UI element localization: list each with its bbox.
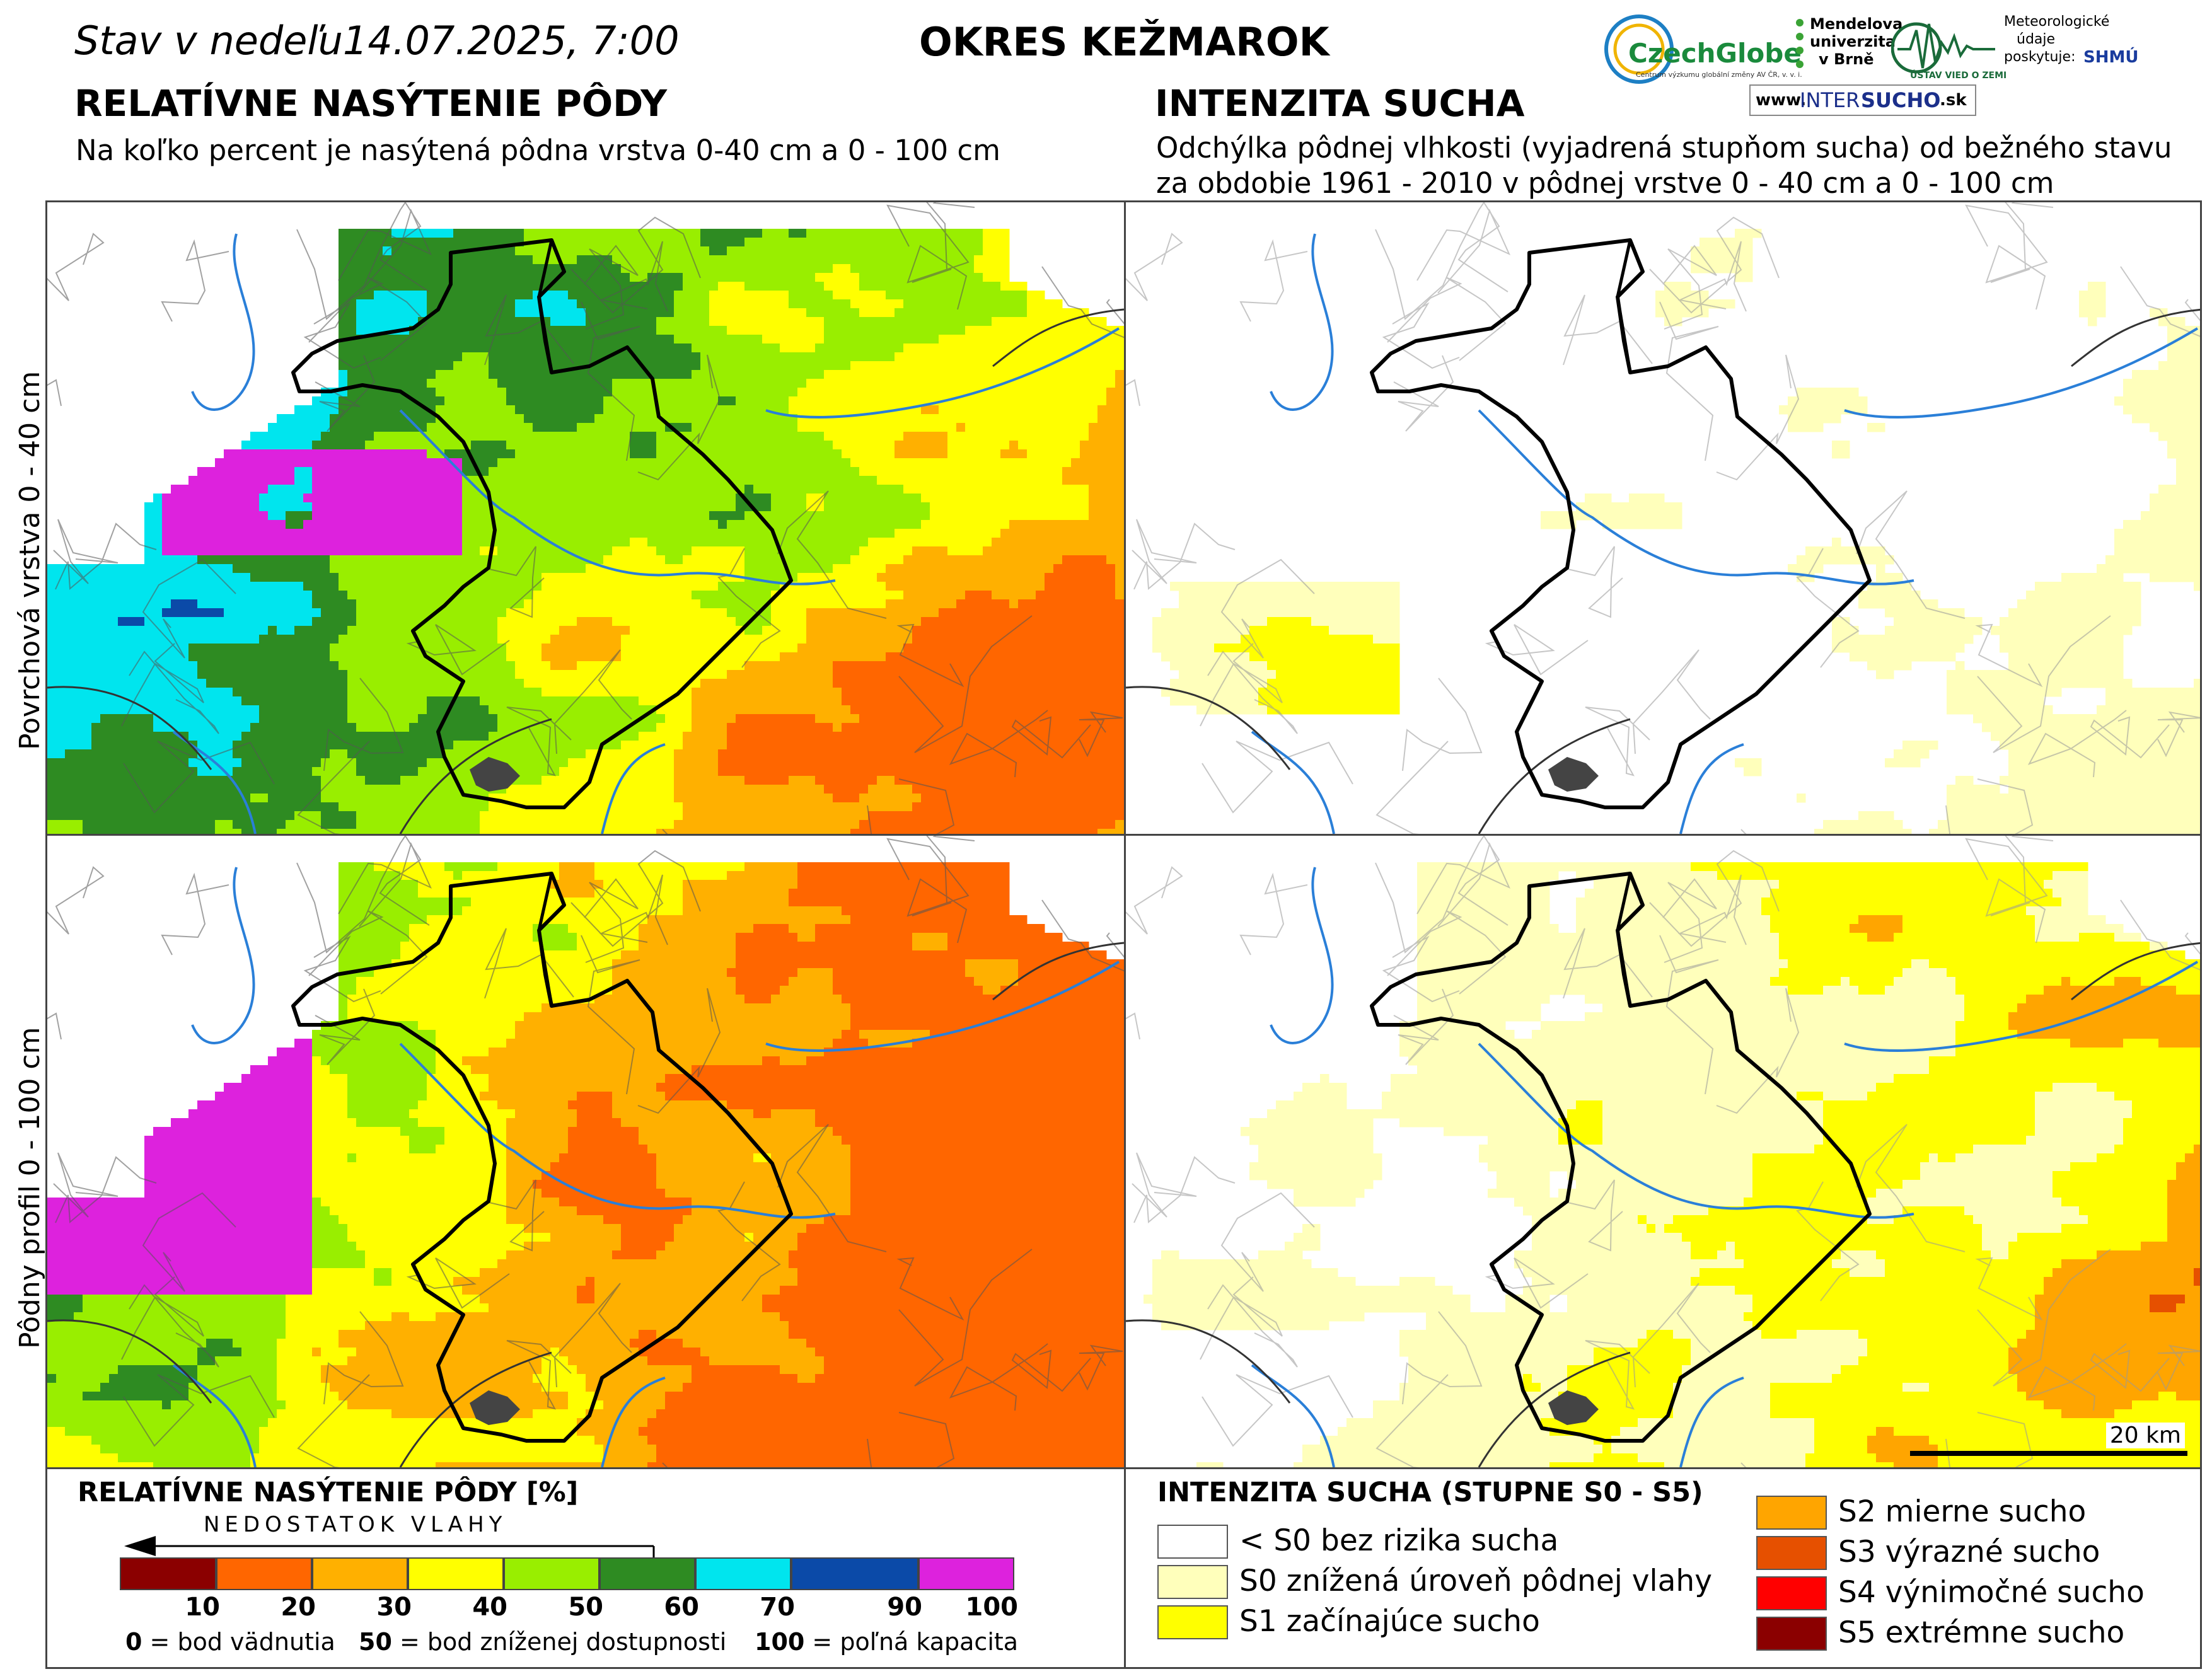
drought-class-label: S3 výrazné sucho — [1838, 1535, 2100, 1569]
row-label-top: Povrchová vrstva 0 - 40 cm — [14, 371, 46, 750]
drought-subtitle-line2: za obdobie 1961 - 2010 v pôdnej vrstve 0… — [1156, 165, 2054, 202]
saturation-subtitle: Na koľko percent je nasýtená pôdna vrstv… — [76, 132, 1000, 169]
saturation-scale-cell — [791, 1557, 918, 1590]
date-line: Stav v nedeľu14.07.2025, 7:00 — [74, 18, 680, 64]
saturation-tick-label: 60 — [664, 1593, 699, 1622]
saturation-legend-title: RELATÍVNE NASÝTENIE PÔDY [%] — [78, 1477, 578, 1508]
row-label-bottom: Pôdny profil 0 - 100 cm — [14, 1027, 46, 1349]
map-saturation-profile — [45, 834, 1126, 1469]
saturation-scale-cell — [120, 1557, 216, 1590]
partner-logos: CzechGlobe Centrum výzkumu globální změn… — [1604, 9, 2203, 116]
drought-swatch — [1756, 1576, 1827, 1610]
raster-map — [1126, 836, 2200, 1467]
saturation-legend: RELATÍVNE NASÝTENIE PÔDY [%] NEDOSTATOK … — [45, 1467, 1126, 1669]
drought-swatch — [1157, 1565, 1228, 1599]
legend-note-capacity: 100 = poľná kapacita — [755, 1628, 1018, 1656]
saturation-tick-label: 100 — [966, 1593, 1019, 1622]
saturation-scale-cell — [216, 1557, 312, 1590]
drought-class-label: S4 výnimočné sucho — [1838, 1575, 2145, 1610]
drought-swatch — [1157, 1525, 1228, 1559]
saturation-tick-label: 20 — [281, 1593, 316, 1622]
saturation-scale-cell — [695, 1557, 791, 1590]
drought-swatch — [1157, 1605, 1228, 1639]
drought-title: INTENZITA SUCHA — [1155, 82, 1525, 125]
drought-class-label: S0 znížená úroveň pôdnej vlahy — [1239, 1564, 1712, 1598]
raster-map — [47, 202, 1124, 834]
saturation-tick-label: 10 — [185, 1593, 220, 1622]
drought-class-label: < S0 bez rizika sucha — [1239, 1523, 1558, 1558]
deficit-label: NEDOSTATOK VLAHY — [204, 1512, 507, 1537]
scale-bar: 20 km — [1910, 1421, 2187, 1458]
drought-class-label: S2 mierne sucho — [1838, 1494, 2086, 1529]
legend-note-wilting: 0 = bod vädnutia — [125, 1628, 335, 1656]
legend-note-reduced: 50 = bod zníženej dostupnosti — [359, 1628, 726, 1656]
saturation-tick-label: 90 — [887, 1593, 922, 1622]
czechglobe-logo: CzechGlobe Centrum výzkumu globální změn… — [1604, 13, 1802, 88]
drought-subtitle-line1: Odchýlka pôdnej vlhkosti (vyjadrená stup… — [1156, 130, 2172, 166]
raster-map — [1126, 202, 2200, 834]
drought-swatch — [1756, 1496, 1827, 1530]
saturation-scale-cell — [408, 1557, 504, 1590]
mendel-university-logo: Mendelova univerzita v Brně — [1793, 14, 1902, 89]
drought-swatch — [1756, 1617, 1827, 1651]
saturation-tick-label: 40 — [472, 1593, 507, 1622]
drought-swatch — [1756, 1536, 1827, 1570]
saturation-scale-cell — [504, 1557, 599, 1590]
saturation-scale-cell — [918, 1557, 1014, 1590]
intersucho-logo: www. INTER SUCHO .sk — [1749, 84, 1976, 116]
drought-class-label: S1 začínajúce sucho — [1239, 1604, 1540, 1639]
district-title: OKRES KEŽMAROK — [919, 19, 1329, 65]
map-saturation-topsoil — [45, 200, 1126, 836]
saturation-tick-label: 30 — [376, 1593, 412, 1622]
shmu-logo: Meteorologické údaje poskytuje: SHMÚ — [2001, 14, 2140, 89]
drought-class-label: S5 extrémne sucho — [1838, 1615, 2124, 1650]
saturation-tick-label: 50 — [568, 1593, 603, 1622]
saturation-scale-cell — [312, 1557, 408, 1590]
saturation-scale-cell — [599, 1557, 695, 1590]
raster-map — [47, 836, 1124, 1467]
saturation-title: RELATÍVNE NASÝTENIE PÔDY — [74, 82, 667, 125]
drought-legend-title: INTENZITA SUCHA (STUPNE S0 - S5) — [1157, 1477, 1703, 1508]
saturation-tick-label: 70 — [760, 1593, 795, 1622]
drought-legend: INTENZITA SUCHA (STUPNE S0 - S5) < S0 be… — [1124, 1467, 2202, 1669]
map-drought-profile: 20 km — [1124, 834, 2202, 1469]
map-drought-topsoil — [1124, 200, 2202, 836]
earth-science-institute-logo: ÚSTAV VIED O ZEMI — [1891, 18, 2006, 87]
